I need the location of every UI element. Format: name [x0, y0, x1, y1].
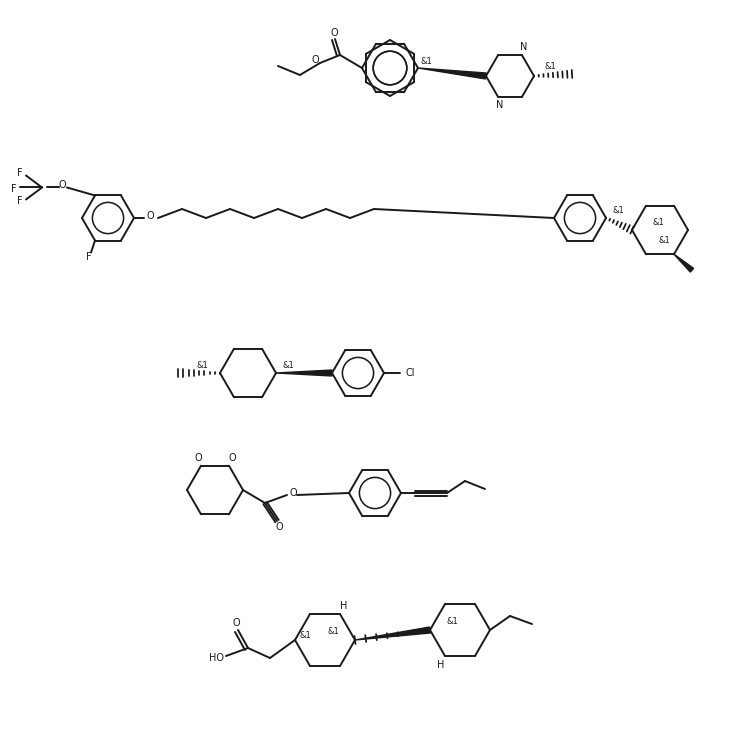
Text: O: O	[330, 28, 338, 38]
Polygon shape	[355, 627, 431, 640]
Text: F: F	[86, 251, 92, 262]
Text: &1: &1	[299, 631, 311, 640]
Text: O: O	[58, 180, 66, 191]
Text: O: O	[232, 618, 240, 628]
Text: &1: &1	[420, 57, 432, 66]
Text: O: O	[147, 211, 154, 221]
Text: &1: &1	[612, 206, 624, 215]
Text: O: O	[289, 488, 297, 498]
Text: HO: HO	[209, 653, 223, 663]
Text: Cl: Cl	[406, 368, 414, 378]
Text: N: N	[497, 99, 504, 110]
Polygon shape	[418, 68, 486, 79]
Text: &1: &1	[282, 361, 294, 370]
Text: &1: &1	[196, 361, 208, 370]
Text: &1: &1	[658, 236, 670, 245]
Text: &1: &1	[446, 618, 458, 627]
Text: O: O	[194, 453, 202, 463]
Text: N: N	[520, 42, 528, 52]
Polygon shape	[674, 254, 693, 272]
Text: F: F	[17, 168, 23, 179]
Polygon shape	[276, 370, 332, 376]
Text: F: F	[17, 197, 23, 206]
Text: &1: &1	[544, 61, 556, 70]
Text: F: F	[11, 185, 17, 194]
Text: &1: &1	[652, 218, 664, 227]
Text: H: H	[437, 660, 445, 670]
Text: &1: &1	[327, 628, 339, 637]
Text: O: O	[312, 55, 319, 65]
Text: O: O	[275, 522, 283, 532]
Text: O: O	[228, 453, 236, 463]
Text: H: H	[340, 601, 348, 611]
